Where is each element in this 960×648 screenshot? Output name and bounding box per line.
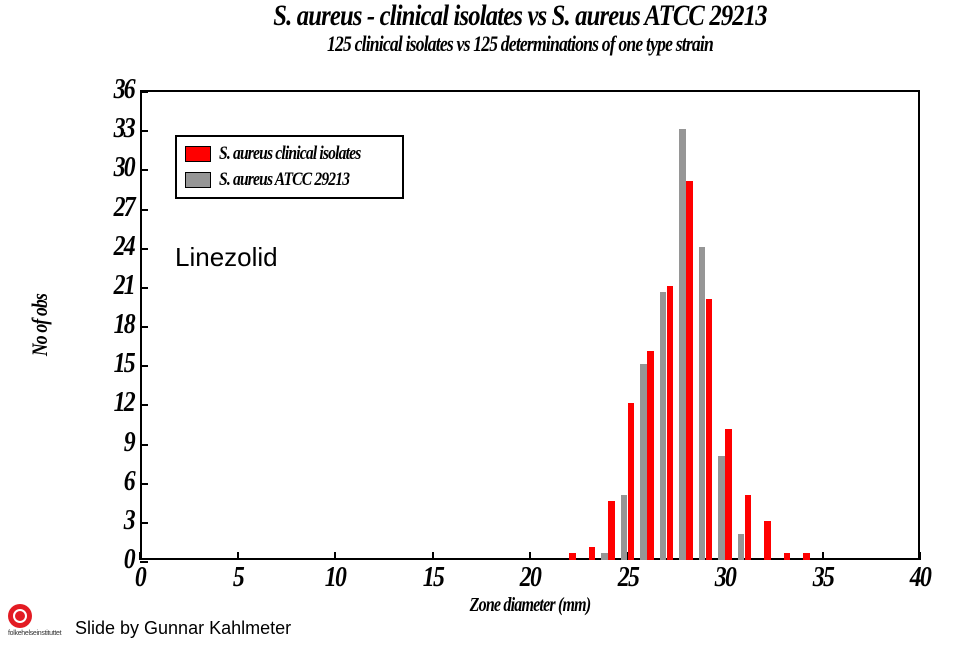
- annotation-linezolid: Linezolid: [175, 242, 278, 273]
- y-axis-title: No of obs: [27, 294, 53, 356]
- legend-item-clinical: S. aureus clinical isolates: [185, 141, 392, 167]
- y-tick-label: 33: [95, 113, 134, 145]
- bar: [601, 553, 608, 560]
- bar: [803, 553, 810, 560]
- x-tick-label: 35: [812, 562, 832, 594]
- bar: [621, 495, 628, 560]
- x-axis-tick-labels: 0510152025303540: [140, 562, 920, 592]
- legend-label-atcc: S. aureus ATCC 29213: [219, 169, 349, 191]
- x-tick-label: 10: [325, 562, 345, 594]
- fhi-logo-icon: [8, 604, 32, 628]
- y-tick-mark: [140, 561, 148, 563]
- y-tick-label: 21: [95, 270, 134, 302]
- x-tick-label: 40: [910, 562, 930, 594]
- y-tick-mark: [140, 287, 148, 289]
- x-tick-mark: [334, 552, 336, 560]
- y-tick-label: 24: [95, 231, 134, 263]
- x-tick-mark: [529, 552, 531, 560]
- bar: [686, 181, 693, 560]
- x-tick-mark: [822, 552, 824, 560]
- legend: S. aureus clinical isolates S. aureus AT…: [175, 135, 404, 199]
- x-tick-label: 20: [520, 562, 540, 594]
- bar: [738, 534, 745, 560]
- x-tick-mark: [919, 552, 921, 560]
- y-tick-mark: [140, 365, 148, 367]
- bar: [647, 351, 654, 560]
- x-tick-mark: [432, 552, 434, 560]
- bar: [745, 495, 752, 560]
- bar: [706, 299, 713, 560]
- y-tick-mark: [140, 130, 148, 132]
- y-tick-label: 0: [95, 544, 134, 576]
- bar: [660, 292, 667, 560]
- y-tick-label: 12: [95, 387, 134, 419]
- x-tick-label: 15: [422, 562, 442, 594]
- bar: [640, 364, 647, 560]
- legend-item-atcc: S. aureus ATCC 29213: [185, 167, 392, 193]
- y-tick-label: 3: [95, 505, 134, 537]
- fhi-logo: folkehelseinstituttet: [8, 604, 63, 644]
- legend-swatch-atcc: [185, 172, 211, 188]
- x-axis-title: Zone diameter (mm): [470, 594, 591, 617]
- bar: [718, 456, 725, 560]
- x-tick-mark: [237, 552, 239, 560]
- bar: [679, 129, 686, 560]
- y-tick-mark: [140, 91, 148, 93]
- legend-label-clinical: S. aureus clinical isolates: [219, 143, 360, 165]
- y-tick-mark: [140, 209, 148, 211]
- x-tick-mark: [139, 552, 141, 560]
- bar: [699, 247, 706, 560]
- bar: [667, 286, 674, 560]
- chart-title-line1: S. aureus - clinical isolates vs S. aure…: [233, 0, 807, 32]
- slide: S. aureus - clinical isolates vs S. aure…: [0, 0, 960, 648]
- bar: [589, 547, 596, 560]
- y-tick-label: 30: [95, 152, 134, 184]
- x-tick-label: 25: [617, 562, 637, 594]
- y-tick-label: 18: [95, 309, 134, 341]
- y-tick-label: 36: [95, 74, 134, 106]
- x-tick-label: 5: [232, 562, 242, 594]
- y-tick-label: 9: [95, 427, 134, 459]
- x-tick-label: 30: [715, 562, 735, 594]
- bar: [784, 553, 791, 560]
- bar: [569, 553, 576, 560]
- y-tick-mark: [140, 404, 148, 406]
- bar: [725, 429, 732, 560]
- slide-credit: Slide by Gunnar Kahlmeter: [75, 618, 291, 639]
- chart-title: S. aureus - clinical isolates vs S. aure…: [170, 0, 870, 55]
- y-tick-label: 15: [95, 348, 134, 380]
- y-tick-mark: [140, 444, 148, 446]
- legend-swatch-clinical: [185, 146, 211, 162]
- chart-title-line2: 125 clinical isolates vs 125 determinati…: [240, 32, 800, 55]
- y-tick-label: 27: [95, 192, 134, 224]
- y-axis-tick-labels: 0369121518212427303336: [88, 90, 134, 560]
- y-tick-mark: [140, 522, 148, 524]
- y-tick-mark: [140, 169, 148, 171]
- y-tick-label: 6: [95, 466, 134, 498]
- y-tick-mark: [140, 483, 148, 485]
- bar: [608, 501, 615, 560]
- fhi-logo-text: folkehelseinstituttet: [8, 630, 63, 637]
- x-tick-label: 0: [135, 562, 145, 594]
- y-tick-mark: [140, 326, 148, 328]
- y-tick-mark: [140, 248, 148, 250]
- bar: [628, 403, 635, 560]
- bar: [764, 521, 771, 560]
